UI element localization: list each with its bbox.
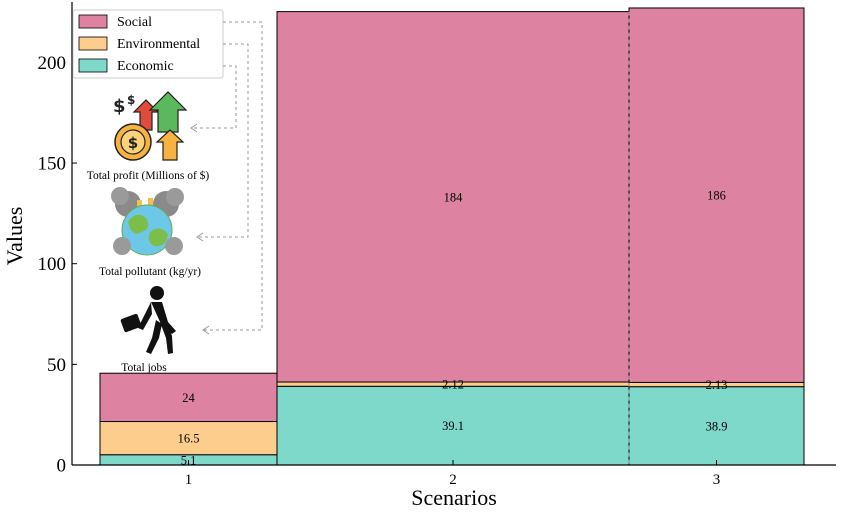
legend-swatch-environmental (78, 36, 108, 51)
svg-text:$: $ (128, 134, 138, 152)
data-label-social-3: 186 (707, 189, 726, 203)
x-tick-label-3: 3 (713, 472, 721, 488)
legend: Social Environmental Economic (72, 9, 224, 79)
y-tick-label-0: 0 (57, 456, 67, 477)
money-growth-icon: $ $ $ (113, 91, 188, 161)
icon-caption-jobs: Total jobs (121, 362, 167, 374)
legend-swatch-economic (78, 58, 108, 73)
legend-label-social: Social (117, 15, 152, 30)
data-label-environmental-1: 16.5 (178, 432, 200, 446)
arrowhead-environmental (196, 232, 204, 242)
legend-label-environmental: Environmental (117, 37, 200, 52)
polluted-earth-icon (111, 187, 184, 256)
y-tick-label-200: 200 (38, 53, 67, 74)
x-tick-label-2: 2 (449, 472, 457, 488)
x-ticks-layer: 1 2 3 (185, 460, 721, 488)
data-label-social-2: 184 (444, 190, 464, 204)
bar-segment-social-1 (99, 372, 278, 423)
y-tick-label-100: 100 (38, 254, 67, 275)
bars-layer (99, 7, 805, 466)
connector-economic (192, 65, 237, 129)
connector-arrowheads (190, 123, 210, 335)
icon-caption-profit: Total profit (Millions of $) (87, 169, 210, 182)
x-tick-label-1: 1 (185, 472, 193, 488)
arrowhead-social (202, 325, 210, 335)
connector-social (204, 21, 263, 331)
walking-worker-icon (120, 286, 176, 354)
legend-label-economic: Economic (117, 59, 174, 74)
x-axis-title: Scenarios (411, 485, 497, 510)
data-label-economic-2: 39.1 (442, 419, 464, 433)
y-ticks-layer: 0 50 100 150 200 (38, 53, 77, 477)
connector-environmental (198, 43, 249, 238)
arrowhead-economic (190, 123, 198, 133)
icon-caption-pollutant: Total pollutant (kg/yr) (99, 266, 201, 278)
data-label-environmental-3: 2.13 (706, 378, 728, 392)
data-label-environmental-2: 2.12 (442, 378, 464, 392)
data-label-social-1: 24 (182, 391, 195, 405)
y-tick-label-150: 150 (38, 154, 67, 175)
legend-connectors (192, 21, 263, 331)
data-label-economic-3: 38.9 (706, 419, 728, 433)
y-axis-title: Values (2, 207, 27, 266)
svg-text:$: $ (113, 96, 126, 117)
y-tick-label-50: 50 (47, 355, 66, 376)
svg-text:$: $ (127, 93, 135, 107)
bar-segment-social-2 (276, 11, 630, 383)
legend-swatch-social (78, 14, 108, 29)
bar-segment-social-3 (628, 7, 805, 383)
